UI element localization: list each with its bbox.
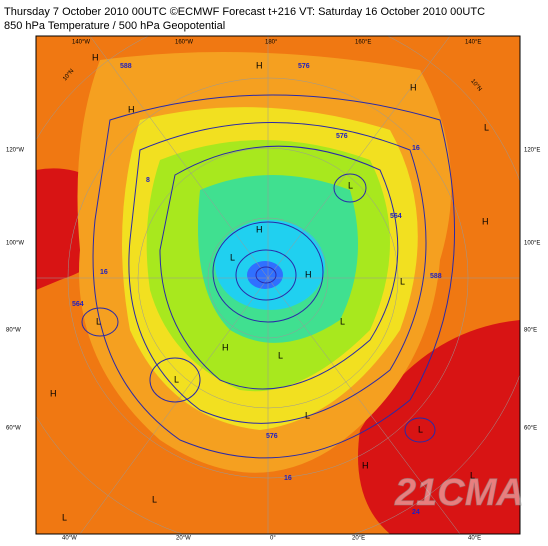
pressure-center: H (128, 104, 135, 114)
coldest-region (247, 261, 283, 289)
pressure-center: H (482, 216, 489, 226)
hot-region (358, 320, 520, 534)
pressure-center: H (256, 60, 263, 70)
pressure-center: H (305, 269, 312, 279)
edge-label: 160°E (355, 40, 371, 46)
pressure-center: L (278, 350, 283, 360)
contour-label: 588 (430, 273, 442, 280)
contour-label: 16 (100, 269, 108, 276)
pressure-center: L (230, 252, 235, 262)
contour-label: 16 (412, 145, 420, 152)
pressure-center: L (152, 494, 157, 504)
pressure-center: L (418, 424, 423, 434)
pressure-center: L (174, 374, 179, 384)
pressure-center: L (348, 180, 353, 190)
graticule (36, 36, 520, 534)
edge-label: 40°W (62, 536, 77, 542)
contour-label: 564 (390, 213, 402, 220)
pressure-center: L (400, 276, 405, 286)
pressure-centers: H H H H L L L L H L H L L H L L H L H L … (50, 52, 489, 522)
contour-label: 16 (284, 475, 292, 482)
edge-label: 160°W (175, 40, 193, 46)
edge-label: 60°W (6, 426, 21, 432)
edge-label: 120°W (6, 148, 24, 154)
edge-label: 120°E (524, 148, 540, 154)
map-field (36, 36, 520, 534)
contour-label: 576 (298, 63, 310, 70)
watermark: 21CMA (394, 472, 524, 514)
pressure-center: L (470, 470, 475, 480)
edge-label: 100°E (524, 241, 540, 247)
edge-label: 0° (270, 536, 276, 542)
pressure-center: L (305, 410, 310, 420)
pressure-center: H (362, 460, 369, 470)
contour-label: 564 (72, 301, 84, 308)
pressure-center: H (256, 224, 263, 234)
contour-label: 8 (146, 177, 150, 184)
pressure-center: L (62, 512, 67, 522)
edge-label: 80°W (6, 328, 21, 334)
header-line: 850 hPa Temperature / 500 hPa Geopotenti… (4, 20, 225, 32)
edge-label: 60°E (524, 426, 537, 432)
edge-label: 140°W (72, 40, 90, 46)
pressure-center: H (410, 82, 417, 92)
contour-label: 576 (336, 133, 348, 140)
pressure-center: H (92, 52, 99, 62)
edge-label: 20°E (352, 536, 365, 542)
edge-label: 20°W (176, 536, 191, 542)
contour-label: 24 (412, 509, 420, 516)
header-line: Thursday 7 October 2010 00UTC ©ECMWF For… (4, 6, 485, 18)
pressure-center: L (340, 316, 345, 326)
map-frame (35, 35, 521, 535)
pressure-center: L (96, 316, 101, 326)
geopotential-contours (81, 94, 455, 459)
pressure-center: H (50, 388, 57, 398)
edge-label: 80°E (524, 328, 537, 334)
contour-label: 576 (266, 433, 278, 440)
pressure-center: H (222, 342, 229, 352)
edge-label: 140°E (465, 40, 481, 46)
pressure-center: L (484, 122, 489, 132)
edge-label: 100°W (6, 241, 24, 247)
edge-label: 180° (265, 40, 278, 46)
edge-label: 40°E (468, 536, 481, 542)
contour-label: 588 (120, 63, 132, 70)
contour-labels: 576 588 564 16 8 16 564 576 588 576 16 2… (72, 63, 442, 516)
